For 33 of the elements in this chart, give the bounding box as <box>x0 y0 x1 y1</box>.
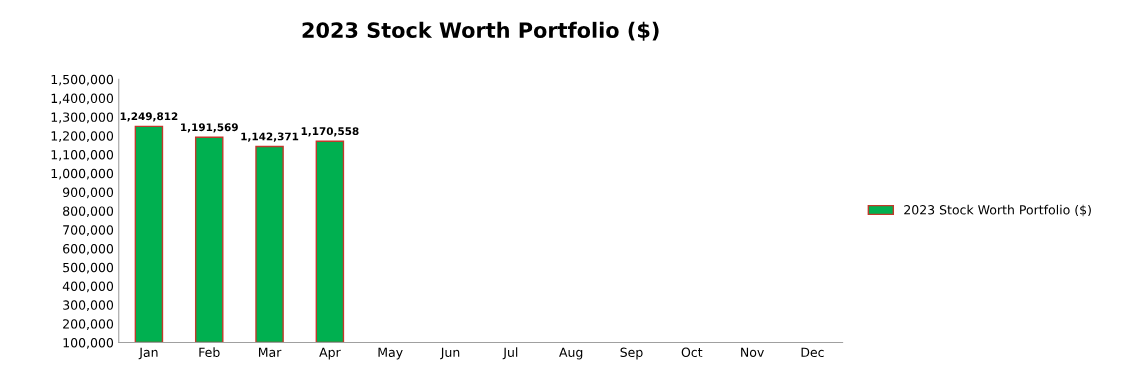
data-label: 1,142,371 <box>241 132 299 142</box>
x-tick-label: Jan <box>138 347 158 360</box>
legend-label: 2023 Stock Worth Portfolio ($) <box>904 204 1091 217</box>
x-tick-label: Sep <box>620 347 643 360</box>
x-tick-label: Dec <box>801 347 824 358</box>
y-tick-label: 300,000 <box>63 300 114 312</box>
y-tick-label: 500,000 <box>63 262 114 274</box>
x-tick-label: Oct <box>681 347 703 358</box>
y-tick-label: 1,100,000 <box>51 150 114 161</box>
data-label: 1,191,569 <box>181 123 238 133</box>
y-tick-label: 400,000 <box>62 281 114 293</box>
x-tick-label: May <box>378 347 403 360</box>
y-tick-label: 600,000 <box>63 243 114 255</box>
y-tick-label: 900,000 <box>62 187 114 199</box>
y-tick-label: 1,200,000 <box>51 131 114 142</box>
x-tick-label: Mar <box>258 347 282 358</box>
y-tick-label: 1,500,000 <box>51 74 114 86</box>
x-tick-label: Feb <box>199 347 220 358</box>
y-tick-label: 800,000 <box>63 206 114 218</box>
y-tick-label: 1,000,000 <box>51 168 114 180</box>
x-tick-label: Aug <box>559 347 583 360</box>
x-tick-label: Jul <box>502 347 518 360</box>
data-label: 1,249,812 <box>120 112 178 122</box>
y-tick-label: 1,400,000 <box>51 93 114 105</box>
chart-title: 2023 Stock Worth Portfolio ($) <box>302 21 659 41</box>
y-tick-label: 700,000 <box>63 225 114 236</box>
x-tick-label: Jun <box>440 347 460 360</box>
y-tick-label: 100,000 <box>63 337 114 349</box>
x-tick-label: Nov <box>741 347 764 358</box>
y-tick-label: 1,300,000 <box>51 112 114 124</box>
y-tick-label: 200,000 <box>63 319 114 330</box>
data-label: 1,170,558 <box>301 127 359 137</box>
x-tick-label: Apr <box>319 347 341 360</box>
